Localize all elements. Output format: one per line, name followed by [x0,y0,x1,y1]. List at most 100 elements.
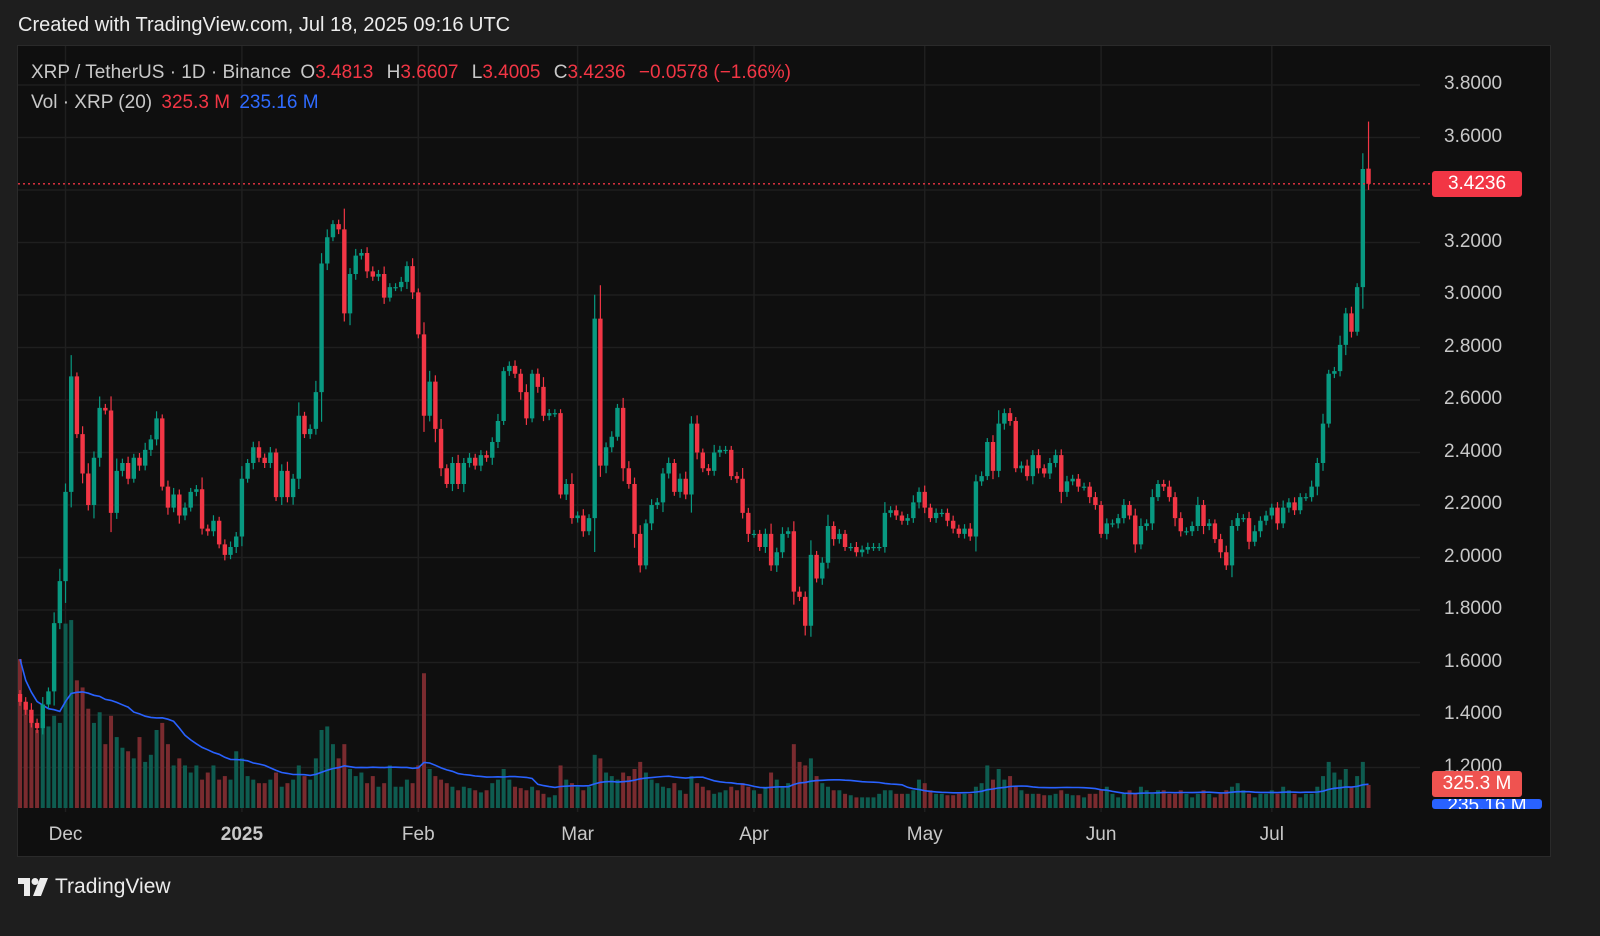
candle-body [797,591,802,597]
candle [399,276,404,292]
volume-bar [683,793,688,808]
candle [165,480,171,515]
candle-body [694,423,700,453]
volume-bar [1275,793,1280,808]
candle-body [894,510,899,516]
candle-body [746,512,751,534]
candle [216,516,222,549]
candle [1292,497,1297,515]
candle [524,384,529,425]
candle [683,471,688,500]
candle [649,499,654,531]
candle [1309,480,1314,502]
time-tick-label: Jul [1259,824,1284,845]
candle-body [1201,505,1206,526]
candle [342,208,347,322]
volume-bar [291,779,296,808]
volume-bar [1321,776,1326,808]
volume-bar [120,747,125,808]
candle [484,450,489,462]
candle-body [194,489,199,492]
volume-bar [911,790,916,808]
candle-body [990,442,996,471]
candle [1258,516,1263,538]
volume-bar [1150,793,1155,808]
candle-body [188,491,193,508]
volume-bar [740,783,745,808]
candle [103,403,108,415]
chart-panel[interactable] [17,45,1551,857]
candle [968,523,973,541]
candle-body [768,533,774,566]
candle-body [165,486,171,508]
volume-bar [814,776,819,808]
tradingview-logo-icon [18,878,48,896]
candle [86,463,91,511]
volume-title[interactable]: Vol · XRP (20) [31,92,153,113]
volume-bar [598,758,603,808]
tradingview-logo[interactable]: TradingView [18,875,171,899]
volume-bar [1303,793,1308,808]
candle-body [1133,515,1138,545]
volume-bar [1241,790,1246,808]
candle [347,268,353,326]
candle [353,248,358,280]
candle-body [495,421,501,442]
volume-bar [729,786,734,808]
volume-bar [979,783,984,808]
candle [222,539,228,561]
candle-body [1298,497,1303,511]
candle-body [433,381,438,429]
candle-body [1093,497,1098,505]
candle-body [108,410,114,513]
volume-bar [137,737,142,808]
candle [814,550,819,583]
volume-bar [1190,797,1195,808]
volume-bar [757,793,762,808]
candle-body [222,544,228,555]
candle-body [1042,468,1047,474]
candle-body [307,428,313,435]
candle-body [285,470,290,498]
candle-body [296,415,302,479]
candle-body [387,287,393,298]
candle-body [888,510,893,513]
volume-bar [262,783,267,808]
close-label: C [553,62,568,83]
volume-bar [478,792,483,808]
candle [131,453,136,483]
volume-bar [871,797,876,808]
volume-bar [865,797,870,808]
candle-body [473,457,478,466]
candle [245,459,250,483]
candle-body [1150,497,1155,524]
candle [1332,366,1337,379]
volume-bar [160,722,165,808]
candle-body [330,224,336,238]
volume-bar [183,765,188,808]
candle-body [177,494,182,516]
candle-body [729,449,734,477]
candle [711,444,717,476]
volume-bar [530,786,535,808]
candle-body [114,470,119,513]
volume-bar [791,744,796,808]
volume-bar [894,793,899,808]
low-label: L [471,62,483,83]
candle-body [518,373,523,393]
volume-bar [35,729,40,808]
candle-body [313,392,319,429]
candle-body [529,373,535,419]
candle [1224,545,1229,570]
volume-bar [228,779,233,808]
candle-body [1269,507,1274,516]
symbol-label[interactable]: XRP / TetherUS · 1D · Binance [31,62,292,83]
candle [467,453,472,468]
candle [746,507,751,543]
candle-body [626,468,632,484]
close-value: 3.4236 [567,62,626,83]
candle-body [706,468,711,471]
time-tick-label: Mar [561,824,594,845]
volume-bar [1064,793,1069,808]
